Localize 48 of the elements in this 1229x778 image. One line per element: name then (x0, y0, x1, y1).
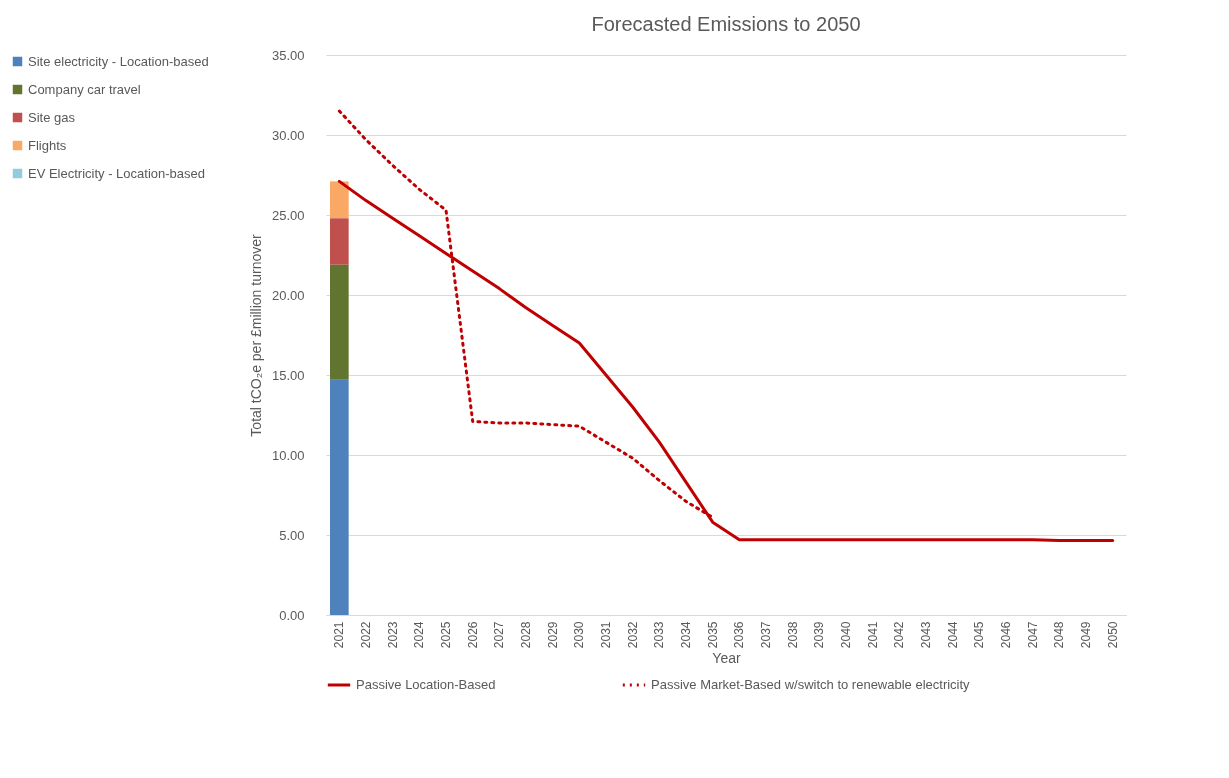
x-tick-label: 2037 (759, 621, 773, 649)
x-tick-label: 2036 (732, 621, 747, 649)
y-axis-title: Total tCO₂e per £million turnover (247, 234, 264, 437)
x-tick-label: 2024 (412, 621, 427, 649)
x-tick-label: 2021 (332, 621, 347, 649)
x-tick-label: 2045 (972, 621, 987, 649)
x-tick-label: 2042 (892, 621, 907, 649)
y-tick-label: 5.00 (279, 527, 305, 543)
x-tick-label: 2027 (492, 621, 507, 649)
x-tick-label: 2049 (1079, 621, 1093, 649)
legend-label: Site gas (28, 109, 76, 125)
y-tick-label: 20.00 (271, 287, 305, 303)
y-tick-label: 30.00 (271, 127, 305, 143)
x-tick-label: 2035 (705, 621, 720, 649)
x-tick-label: 2028 (519, 621, 533, 649)
legend-label: EV Electricity - Location-based (28, 165, 206, 181)
chart-title: Forecasted Emissions to 2050 (591, 13, 861, 35)
x-tick-label: 2048 (1052, 621, 1067, 649)
legend-label: Passive Market-Based w/switch to renewable electricity (651, 677, 971, 692)
y-tick-label: 15.00 (271, 367, 305, 383)
y-tick-label: 10.00 (271, 447, 305, 463)
x-tick-label: 2046 (999, 621, 1013, 649)
x-tick-label: 2033 (652, 621, 667, 649)
legend-label: Company car travel (28, 81, 141, 97)
x-tick-label: 2043 (919, 621, 933, 649)
x-tick-label: 2038 (785, 621, 800, 649)
legend-label: Site electricity - Location-based (28, 53, 209, 69)
x-tick-label: 2040 (839, 621, 853, 649)
x-tick-label: 2044 (945, 621, 960, 649)
x-axis-title: Year (712, 650, 741, 667)
x-tick-label: 2023 (385, 621, 400, 649)
x-tick-label: 2041 (865, 621, 880, 649)
x-tick-label: 2031 (599, 621, 613, 649)
x-tick-label: 2047 (1025, 621, 1040, 649)
y-tick-label: 25.00 (271, 207, 305, 223)
x-tick-label: 2029 (545, 621, 560, 649)
legend-label: Flights (28, 137, 67, 153)
x-tick-label: 2030 (572, 621, 587, 649)
x-tick-label: 2050 (1105, 621, 1120, 649)
x-tick-label: 2025 (439, 621, 453, 649)
x-tick-label: 2034 (679, 621, 693, 649)
y-tick-label: 35.00 (271, 47, 305, 63)
x-tick-label: 2039 (812, 621, 827, 649)
y-tick-label: 0.00 (279, 607, 305, 623)
x-tick-label: 2026 (465, 621, 480, 649)
x-tick-label: 2022 (359, 621, 373, 649)
legend-label: Passive Location-Based (356, 677, 496, 692)
x-tick-label: 2032 (625, 621, 640, 649)
